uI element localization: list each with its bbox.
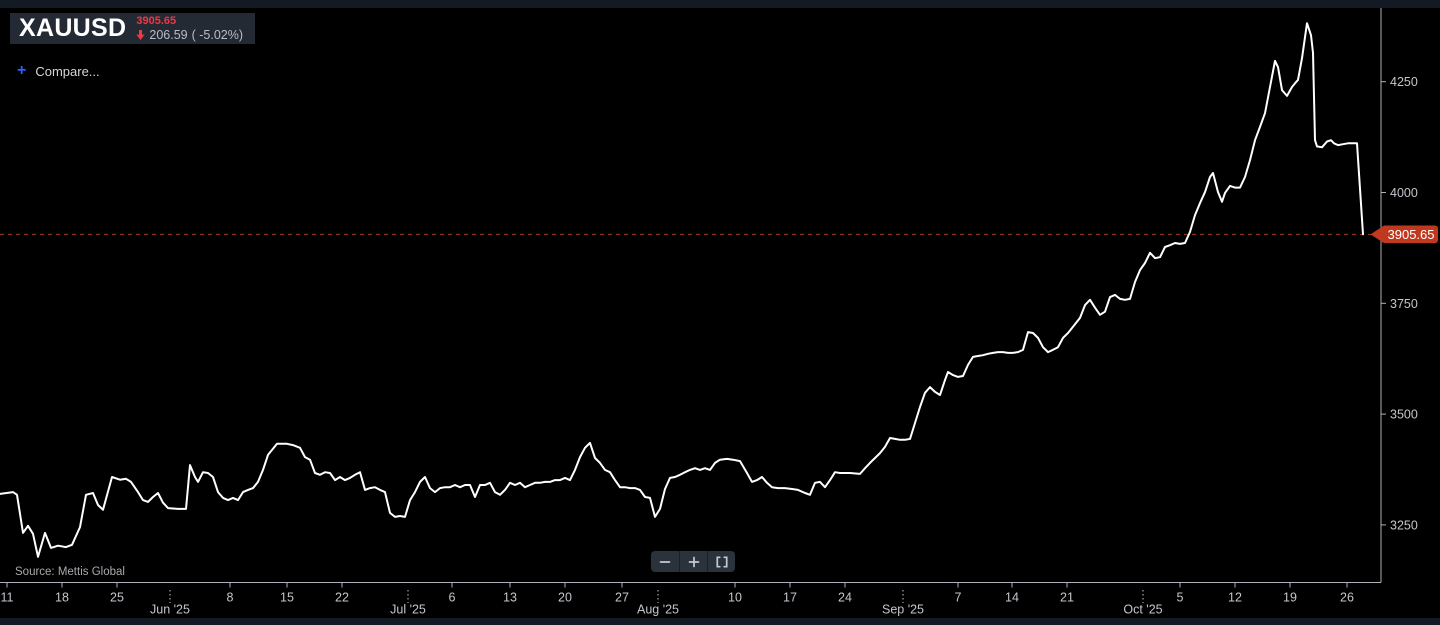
change-percent: ( -5.02%) — [191, 27, 244, 42]
month-label: Jul '25 — [390, 603, 426, 617]
month-label: Aug '25 — [637, 603, 679, 617]
price-tag-shape — [1370, 225, 1438, 244]
day-label: 21 — [1060, 591, 1074, 605]
plus-icon: + — [17, 62, 27, 79]
last-price-tag: 3905.65 — [1370, 225, 1438, 244]
bottom-frame-bar — [0, 618, 1440, 625]
month-label: Sep '25 — [882, 603, 924, 617]
day-label: 8 — [227, 591, 234, 605]
day-label: 12 — [1228, 591, 1242, 605]
day-label: 14 — [1005, 591, 1019, 605]
plus-icon — [688, 556, 699, 567]
day-label: 27 — [615, 591, 629, 605]
day-label: 19 — [1283, 591, 1297, 605]
source-attribution: Source: Mettis Global — [15, 566, 125, 578]
day-label: 13 — [503, 591, 517, 605]
compare-label: Compare... — [35, 63, 100, 79]
day-label: 15 — [280, 591, 294, 605]
day-label: 11 — [1, 591, 14, 605]
day-label: 18 — [55, 591, 69, 605]
down-arrow-icon — [136, 30, 145, 40]
zoom-toolbar — [651, 551, 735, 572]
minus-icon — [659, 560, 671, 563]
day-label: 10 — [728, 591, 742, 605]
compare-button[interactable]: + Compare... — [17, 63, 100, 79]
change-value: 206.59 — [149, 27, 188, 42]
symbol-legend: XAUUSD 3905.65 206.59 ( -5.02%) — [10, 13, 256, 44]
top-frame-bar — [0, 0, 1440, 8]
price-scale[interactable]: 4250 4000 3750 3500 3250 — [1381, 75, 1418, 532]
day-label: 24 — [838, 591, 852, 605]
price-tick-label: 4000 — [1390, 186, 1418, 200]
price-tick-label: 3500 — [1390, 408, 1418, 422]
change-row: 206.59 ( -5.02%) — [136, 29, 243, 42]
price-tick-label: 4250 — [1390, 75, 1418, 89]
last-price-value: 3905.65 — [136, 14, 177, 27]
price-series-line — [0, 22, 1364, 558]
day-label: 26 — [1340, 591, 1354, 605]
day-label: 17 — [783, 591, 797, 605]
day-label: 20 — [558, 591, 572, 605]
time-scale[interactable]: 11 18 25 Jun '25 8 15 22 Jul '25 6 13 20 27 Aug '25 1… — [1, 582, 1354, 617]
day-label: 6 — [449, 591, 456, 605]
fullscreen-icon — [715, 555, 728, 568]
quote-block: 3905.65 206.59 ( -5.02%) — [136, 14, 243, 42]
day-label: 7 — [955, 591, 962, 605]
month-label: Jun '25 — [150, 603, 190, 617]
day-label: 5 — [1177, 591, 1184, 605]
zoom-in-button[interactable] — [679, 551, 707, 572]
price-tick-label: 3750 — [1390, 297, 1418, 311]
symbol-name: XAUUSD — [19, 14, 127, 42]
zoom-out-button[interactable] — [651, 551, 679, 572]
price-tag-label: 3905.65 — [1388, 227, 1435, 242]
month-label: Oct '25 — [1123, 603, 1162, 617]
day-label: 22 — [335, 591, 349, 605]
price-tick-label: 3250 — [1390, 518, 1418, 532]
day-label: 25 — [110, 591, 124, 605]
fullscreen-button[interactable] — [707, 551, 735, 572]
